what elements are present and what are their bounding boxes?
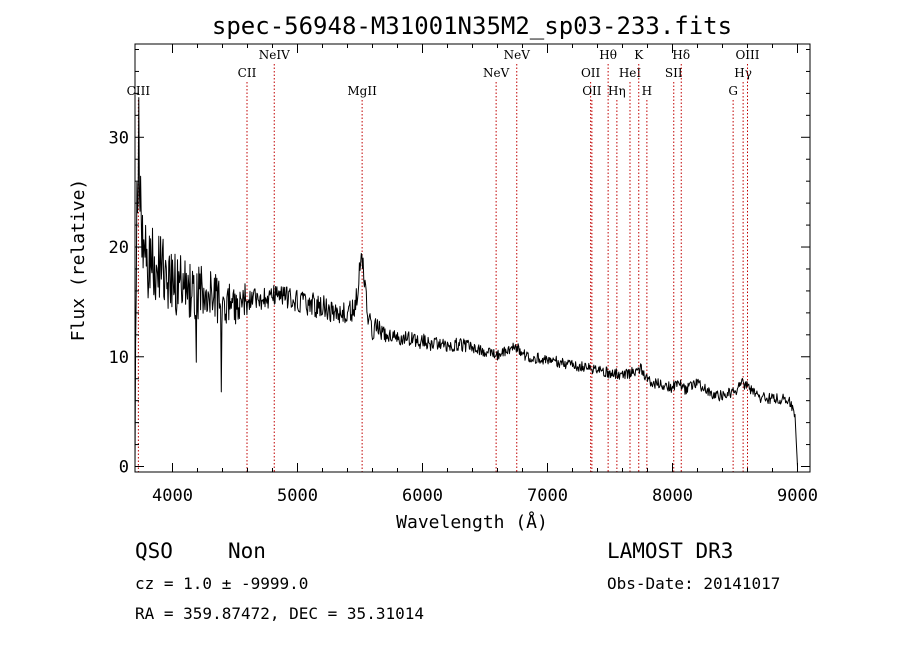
y-tick-label-3: 30: [109, 128, 129, 148]
y-tick-label-2: 20: [109, 238, 129, 258]
line-label-4: NeV: [483, 66, 510, 80]
line-label-2: NeIV: [259, 48, 290, 62]
line-label-11: K: [634, 48, 644, 62]
line-label-12: H: [642, 84, 652, 98]
x-tick-label-0: 4000: [152, 486, 193, 506]
redshift-cz: cz = 1.0 ± -9999.0: [135, 574, 308, 593]
line-label-7: OII: [582, 84, 602, 98]
x-tick-label-5: 9000: [777, 486, 818, 506]
x-tick-label-3: 7000: [527, 486, 568, 506]
line-label-9: Hη: [608, 84, 626, 98]
obs-date: Obs-Date: 20141017: [607, 574, 780, 593]
spectrum-line: [134, 97, 798, 467]
line-label-16: Hγ: [734, 66, 752, 80]
chart-title: spec-56948-M31001N35M2_sp03-233.fits: [212, 12, 732, 40]
coordinates: RA = 359.87472, DEC = 35.31014: [135, 604, 424, 623]
line-label-15: G: [728, 84, 738, 98]
y-axis-label: Flux (relative): [68, 179, 89, 342]
object-class: QSO: [135, 539, 173, 563]
x-axis-label: Wavelength (Å): [396, 511, 548, 533]
line-label-17: OIII: [735, 48, 759, 62]
x-tick-label-1: 5000: [277, 486, 318, 506]
line-label-6: OII: [581, 66, 601, 80]
object-subclass: Non: [228, 539, 266, 563]
plot-frame: [134, 43, 811, 473]
y-tick-label-1: 10: [109, 348, 129, 368]
line-label-1: CII: [238, 66, 257, 80]
survey-name: LAMOST DR3: [607, 539, 733, 563]
line-label-8: Hθ: [599, 48, 617, 62]
x-tick-label-4: 8000: [652, 486, 693, 506]
line-label-0: CIII: [127, 84, 151, 98]
line-label-14: Hδ: [672, 48, 690, 62]
line-label-10: HeI: [619, 66, 642, 80]
line-label-5: NeV: [504, 48, 531, 62]
spectrum-layer: [134, 97, 798, 467]
axis-ticks: 4000 5000 6000 7000 8000 9000 0 10 20 30: [109, 44, 818, 506]
y-tick-label-0: 0: [119, 458, 129, 478]
x-tick-label-2: 6000: [402, 486, 443, 506]
line-label-13: SII: [665, 66, 683, 80]
line-label-3: MgII: [347, 84, 377, 98]
